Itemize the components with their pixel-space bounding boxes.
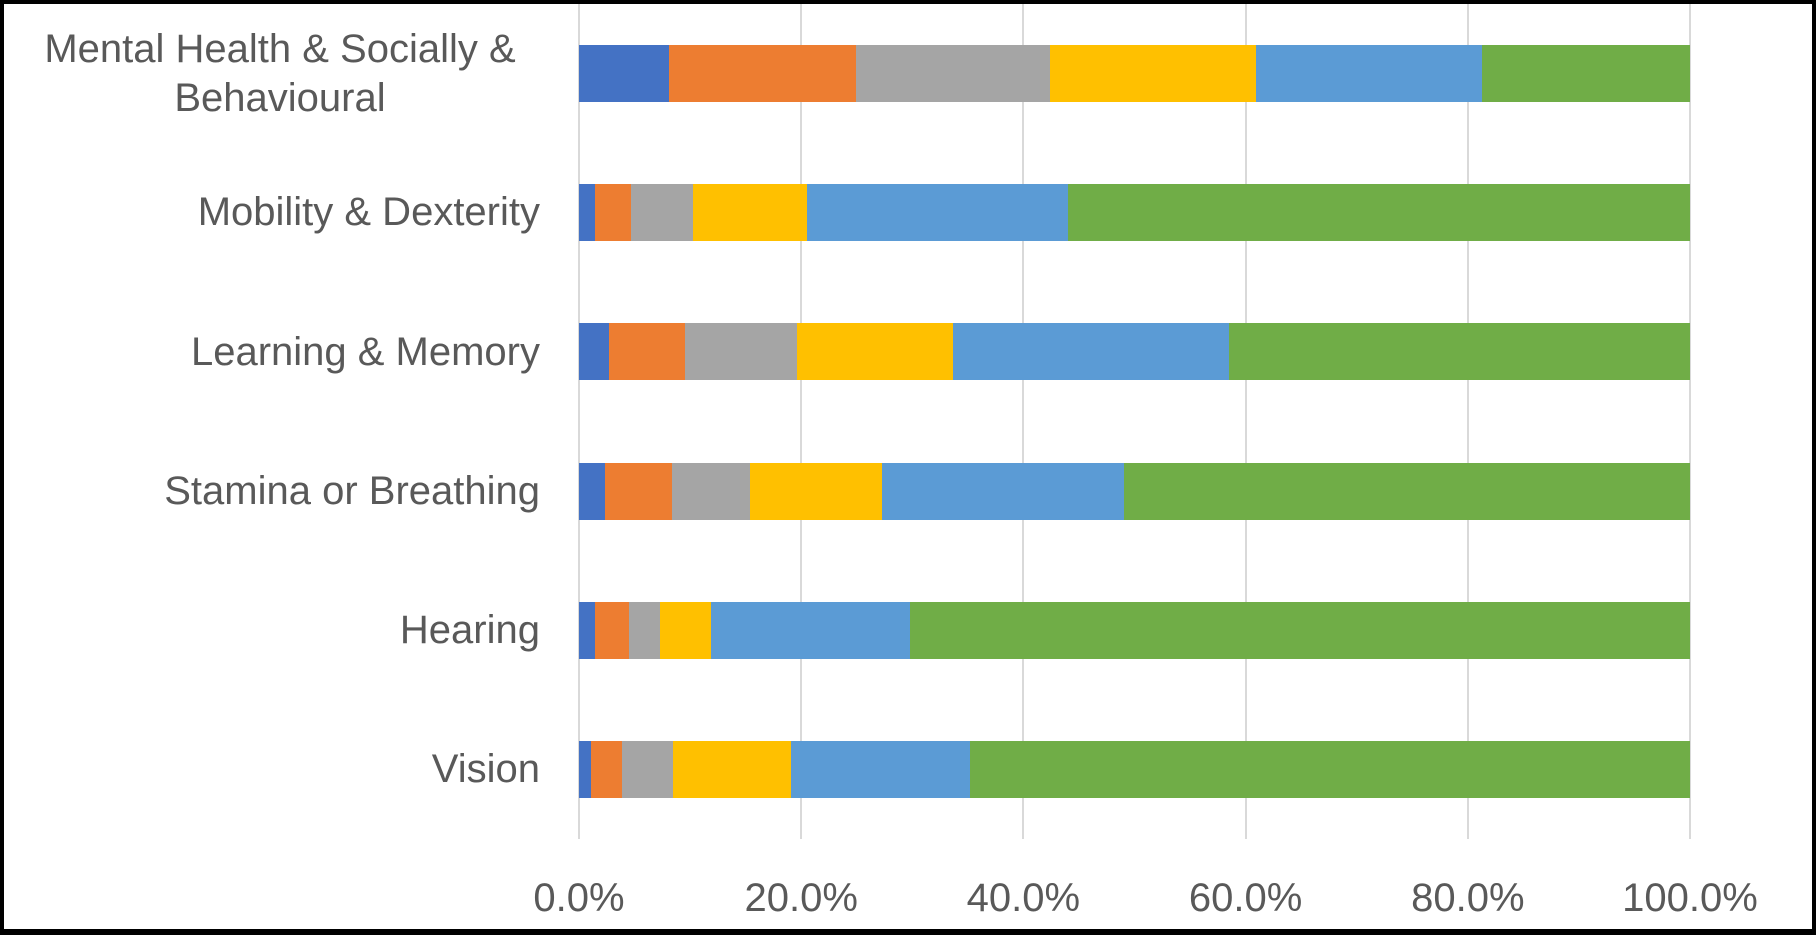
category-label-mental-health-and-socially-and-behavioural: Mental Health & Socially & Behavioural: [44, 26, 516, 120]
bar-row-stamina-or-breathing: [579, 422, 1690, 561]
segment-yellow-mobility-and-dexterity: [693, 184, 807, 242]
segment-blue-mobility-and-dexterity: [579, 184, 595, 242]
segment-gray-learning-and-memory: [684, 323, 797, 381]
segment-yellow-stamina-or-breathing: [750, 462, 883, 520]
segment-green-hearing: [910, 601, 1690, 659]
segment-orange-vision: [591, 740, 623, 798]
category-label-row: Learning & Memory: [20, 282, 540, 421]
stacked-bar-vision: [579, 740, 1690, 798]
gridline-100-0: [1689, 4, 1691, 839]
bar-rows: [579, 4, 1690, 839]
segment-blue-learning-and-memory: [579, 323, 609, 381]
segment-light-blue-vision: [791, 740, 971, 798]
category-label-mobility-and-dexterity: Mobility & Dexterity: [197, 190, 540, 235]
segment-yellow-mental-health-and-socially-and-behavioural: [1050, 45, 1256, 103]
gridline-60-0: [1244, 4, 1247, 839]
x-tick-label-20-0: 20.0%: [744, 876, 858, 920]
category-label-row: Vision: [20, 700, 540, 839]
x-tick-label-80-0: 80.0%: [1411, 876, 1525, 920]
stacked-bar-stamina-or-breathing: [579, 462, 1690, 520]
segment-gray-mobility-and-dexterity: [631, 184, 694, 242]
plot-area: [578, 4, 1691, 839]
bar-row-mental-health-and-socially-and-behavioural: [579, 4, 1690, 143]
stacked-bar-mental-health-and-socially-and-behavioural: [579, 45, 1690, 103]
segment-yellow-hearing: [660, 601, 712, 659]
segment-green-vision: [970, 740, 1690, 798]
stacked-bar-learning-and-memory: [579, 323, 1690, 381]
x-tick-label-40-0: 40.0%: [966, 876, 1081, 920]
segment-green-learning-and-memory: [1228, 323, 1690, 381]
gridline-40-0: [1022, 4, 1025, 839]
segment-blue-stamina-or-breathing: [579, 462, 605, 520]
segment-blue-hearing: [579, 601, 595, 659]
category-label-row: Stamina or Breathing: [20, 422, 540, 561]
segment-light-blue-stamina-or-breathing: [882, 462, 1125, 520]
category-label-learning-and-memory: Learning & Memory: [190, 329, 540, 374]
x-tick-label-100-0: 100.0%: [1622, 876, 1758, 920]
segment-green-mental-health-and-socially-and-behavioural: [1482, 45, 1690, 103]
segment-gray-vision: [622, 740, 674, 798]
segment-orange-hearing: [594, 601, 629, 659]
segment-yellow-vision: [673, 740, 792, 798]
segment-orange-mobility-and-dexterity: [594, 184, 632, 242]
x-tick-label-60-0: 60.0%: [1188, 876, 1303, 920]
segment-light-blue-hearing: [711, 601, 911, 659]
segment-green-mobility-and-dexterity: [1067, 184, 1690, 242]
segment-orange-mental-health-and-socially-and-behavioural: [668, 45, 856, 103]
category-label-stamina-or-breathing: Stamina or Breathing: [164, 468, 540, 513]
category-label-row: Mobility & Dexterity: [20, 143, 540, 282]
segment-blue-vision: [579, 740, 592, 798]
segment-light-blue-mobility-and-dexterity: [806, 184, 1068, 242]
segment-gray-mental-health-and-socially-and-behavioural: [855, 45, 1051, 103]
category-label-hearing: Hearing: [399, 607, 540, 652]
segment-gray-hearing: [628, 601, 661, 659]
segment-orange-learning-and-memory: [608, 323, 685, 381]
segment-orange-stamina-or-breathing: [604, 462, 673, 520]
gridline-20-0: [800, 4, 803, 839]
segment-light-blue-learning-and-memory: [953, 323, 1229, 381]
bar-row-mobility-and-dexterity: [579, 143, 1690, 282]
stacked-bar-mobility-and-dexterity: [579, 184, 1690, 242]
segment-yellow-learning-and-memory: [796, 323, 954, 381]
x-tick-label-0-0: 0.0%: [533, 876, 625, 920]
gridline-0-0: [578, 4, 580, 839]
gridline-80-0: [1466, 4, 1469, 839]
segment-gray-stamina-or-breathing: [672, 462, 751, 520]
value-axis-tick-labels: 0.0% 20.0% 40.0% 60.0% 80.0% 100.0%: [533, 876, 1757, 926]
stacked-bar-hearing: [579, 601, 1690, 659]
category-label-row: Hearing: [20, 561, 540, 700]
segment-blue-mental-health-and-socially-and-behavioural: [579, 45, 669, 103]
category-axis-labels: Mental Health & Socially & Behavioural Mo…: [20, 4, 540, 839]
bar-row-hearing: [579, 561, 1690, 700]
category-label-row: Mental Health & Socially & Behavioural: [20, 4, 540, 143]
segment-green-stamina-or-breathing: [1124, 462, 1690, 520]
category-label-vision: Vision: [431, 747, 540, 792]
bar-row-vision: [579, 700, 1690, 839]
segment-light-blue-mental-health-and-socially-and-behavioural: [1255, 45, 1483, 103]
bar-row-learning-and-memory: [579, 282, 1690, 421]
